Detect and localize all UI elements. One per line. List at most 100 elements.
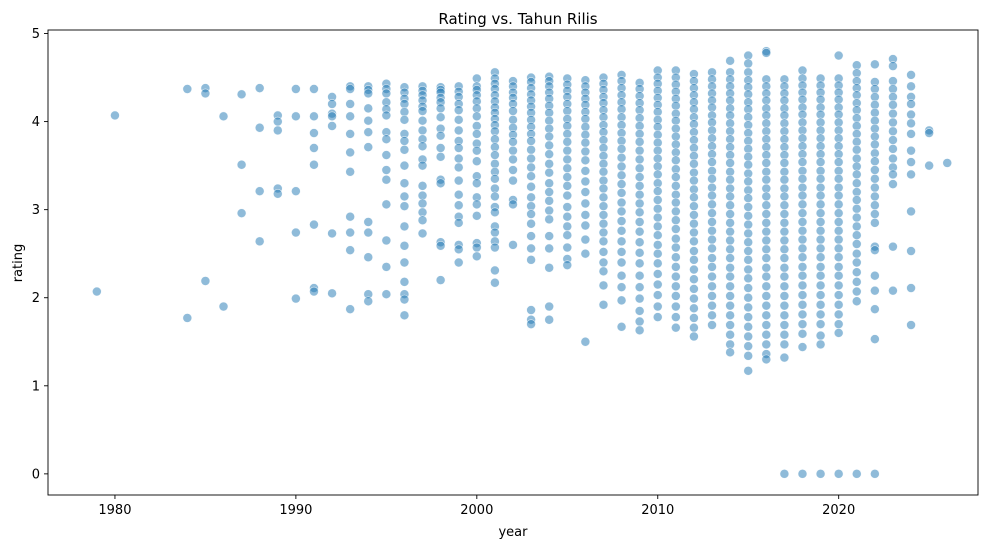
data-point [309, 143, 319, 153]
data-point [616, 144, 627, 154]
data-point [399, 221, 410, 232]
data-point [508, 199, 518, 210]
data-point [309, 159, 319, 170]
data-point [743, 228, 754, 239]
data-point [761, 262, 772, 273]
data-point [743, 366, 754, 376]
data-point [526, 243, 536, 254]
data-point [616, 247, 627, 257]
data-point [761, 158, 772, 168]
data-point [743, 255, 754, 265]
data-point [381, 134, 392, 144]
data-point [417, 115, 428, 126]
data-point [779, 235, 790, 246]
data-point [815, 234, 826, 245]
data-point [689, 331, 699, 342]
data-point [833, 157, 844, 167]
data-point [924, 160, 934, 171]
data-point [526, 305, 536, 315]
data-point [815, 319, 826, 329]
data-point [833, 199, 844, 210]
data-point [707, 320, 717, 330]
data-point [381, 150, 392, 160]
data-point [634, 163, 645, 174]
plot-frame [47, 29, 979, 496]
data-point [833, 252, 844, 263]
data-point [689, 303, 699, 314]
data-point [870, 200, 880, 211]
data-point [472, 129, 482, 139]
data-point [254, 83, 265, 93]
data-point [743, 246, 754, 256]
data-point [453, 200, 464, 211]
data-point [779, 291, 790, 301]
data-point [870, 59, 880, 70]
y-tick-label: 4 [32, 115, 40, 130]
data-point [236, 208, 247, 218]
data-point [562, 163, 573, 174]
data-point [851, 286, 862, 297]
data-point [580, 137, 591, 148]
data-point [797, 290, 808, 300]
data-point [797, 309, 808, 320]
data-point [634, 154, 645, 165]
data-point [743, 193, 754, 204]
data-point [851, 169, 862, 180]
data-point [652, 301, 663, 312]
data-point [182, 313, 193, 323]
data-point [779, 262, 790, 273]
data-point [526, 153, 536, 164]
data-point [707, 243, 717, 254]
data-point [707, 217, 717, 227]
data-point [815, 270, 826, 281]
data-point [381, 88, 392, 99]
data-point [815, 262, 826, 272]
data-point [652, 203, 663, 214]
data-point [472, 199, 482, 210]
data-point [779, 209, 790, 219]
data-point [779, 226, 790, 237]
data-point [833, 328, 844, 338]
data-point [888, 169, 898, 180]
data-point [435, 112, 446, 122]
data-point [526, 231, 536, 241]
data-point [345, 99, 355, 109]
data-point [616, 152, 627, 163]
data-point [743, 273, 754, 284]
data-point [634, 293, 645, 304]
data-point [363, 103, 374, 114]
data-point [743, 341, 754, 351]
data-point [725, 300, 735, 311]
data-point [453, 162, 464, 173]
data-point [707, 271, 717, 282]
data-point [291, 111, 301, 122]
data-point [345, 147, 355, 158]
data-point [562, 221, 573, 232]
data-point [580, 166, 591, 176]
data-point [616, 179, 627, 189]
data-point [544, 196, 554, 206]
data-point [707, 262, 717, 272]
data-point [508, 106, 518, 116]
data-point [544, 167, 554, 178]
data-point [598, 218, 609, 229]
data-point [707, 234, 717, 245]
data-point [815, 217, 826, 227]
data-point [309, 219, 319, 230]
points-layer [92, 46, 953, 479]
data-point [417, 215, 428, 226]
data-point [725, 281, 735, 292]
data-point [435, 130, 446, 141]
data-point [616, 161, 627, 172]
data-point [634, 258, 645, 269]
data-point [779, 310, 790, 321]
data-point [435, 103, 446, 114]
data-point [453, 189, 464, 200]
data-point [490, 227, 500, 238]
x-axis: 1980 1990 2000 2010 2020 [98, 495, 855, 518]
data-point [689, 159, 699, 169]
data-point [490, 265, 500, 276]
data-point [743, 302, 754, 313]
data-point [761, 310, 772, 321]
data-point [833, 217, 844, 227]
